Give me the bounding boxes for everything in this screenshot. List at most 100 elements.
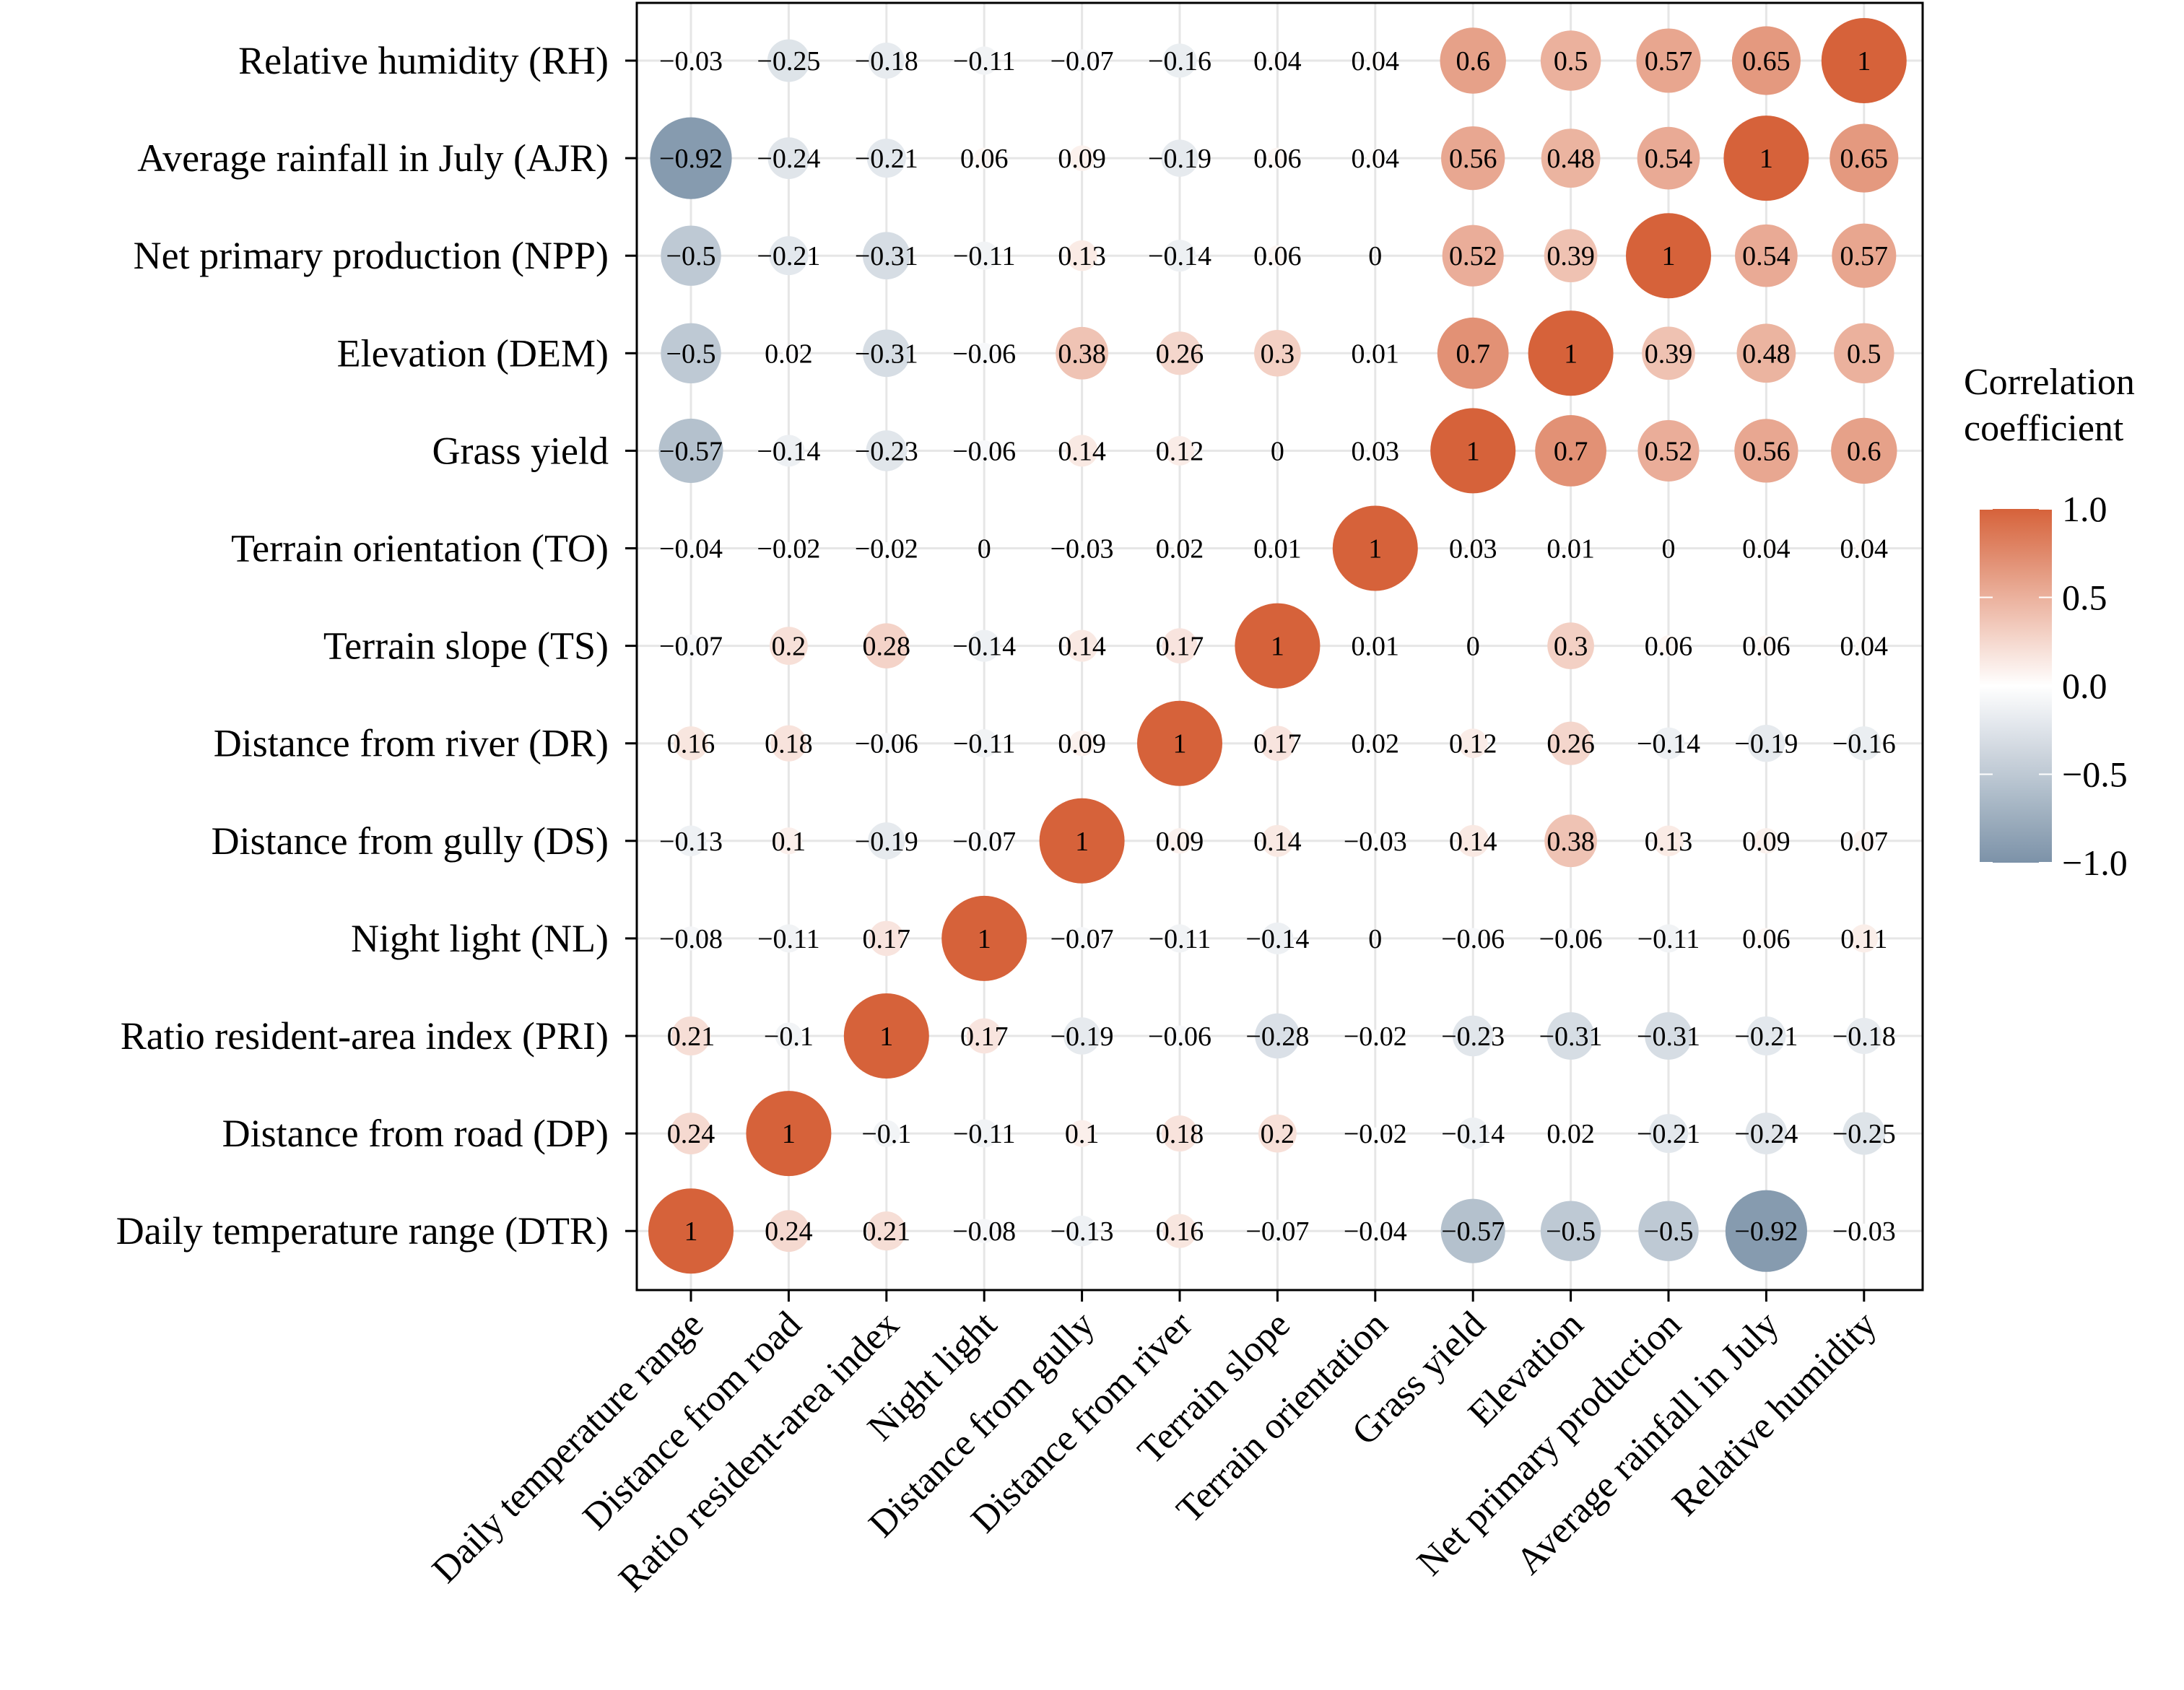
cell-value: 1 xyxy=(1271,632,1284,662)
correlation-circle xyxy=(1462,928,1484,949)
cell-value: −0.06 xyxy=(952,339,1016,369)
cell-value: 1 xyxy=(879,1022,893,1052)
correlation-circle xyxy=(1845,1017,1882,1055)
row-label: Distance from river (DR) xyxy=(214,722,609,765)
correlation-circle xyxy=(1652,727,1685,759)
cell-value: 0.02 xyxy=(1156,534,1204,565)
cell-value: 0.14 xyxy=(1449,827,1497,857)
cell-value: 0.26 xyxy=(1546,729,1595,759)
cell-value: −0.5 xyxy=(666,241,716,271)
row-label: Terrain orientation (TO) xyxy=(231,527,609,570)
cell-value: 0.04 xyxy=(1840,534,1889,565)
correlation-circle xyxy=(1540,30,1601,91)
cell-value: 0.65 xyxy=(1840,144,1889,174)
cell-value: −0.57 xyxy=(659,436,723,466)
correlation-circle xyxy=(1069,730,1095,757)
correlation-circle xyxy=(1847,726,1881,761)
cell-value: −0.21 xyxy=(855,144,918,174)
cell-value: −0.14 xyxy=(1245,924,1309,954)
cell-value: −0.02 xyxy=(757,534,820,565)
cell-value: 0.01 xyxy=(1546,534,1595,565)
correlation-circle xyxy=(1070,49,1094,72)
correlation-circle xyxy=(1437,317,1509,389)
correlation-circle xyxy=(1736,323,1796,383)
correlation-circle xyxy=(1162,628,1198,663)
correlation-circle xyxy=(866,139,906,178)
correlation-circle xyxy=(1167,828,1193,854)
correlation-circle xyxy=(1745,1112,1788,1155)
cell-value: 0.13 xyxy=(1645,827,1693,857)
cell-value: 0.26 xyxy=(1156,339,1204,369)
correlation-circle xyxy=(1565,1127,1577,1140)
correlation-circle xyxy=(1165,924,1194,953)
correlation-circle xyxy=(683,53,699,69)
cell-value: 0.17 xyxy=(1156,632,1204,662)
row-label: Terrain slope (TS) xyxy=(323,624,609,668)
correlation-circle xyxy=(970,46,999,75)
correlation-circle xyxy=(880,542,893,554)
cell-value: −0.11 xyxy=(953,1119,1016,1149)
cell-value: −0.11 xyxy=(953,46,1016,77)
cell-value: 0.52 xyxy=(1449,241,1497,271)
correlation-circle xyxy=(1723,116,1809,201)
y-ticks xyxy=(625,59,637,1232)
cell-value: 1 xyxy=(1075,827,1089,857)
correlation-circle xyxy=(1367,443,1383,458)
cell-value: −0.14 xyxy=(952,632,1016,662)
cell-value: −0.04 xyxy=(659,534,723,565)
correlation-circle xyxy=(1442,225,1504,287)
cell-value: −0.07 xyxy=(659,632,723,662)
cell-value: −0.13 xyxy=(659,827,723,857)
correlation-circle xyxy=(868,822,905,860)
correlation-circle xyxy=(973,147,995,169)
cell-value: 0.57 xyxy=(1645,46,1693,77)
cell-value: 0.5 xyxy=(1847,339,1881,369)
cell-value: −0.03 xyxy=(1050,534,1114,565)
correlation-circle xyxy=(970,729,999,758)
correlation-circle xyxy=(1834,323,1894,384)
cell-value: 1 xyxy=(1662,241,1676,271)
correlation-circle xyxy=(1441,126,1505,191)
cell-value: −0.25 xyxy=(757,46,820,77)
cell-value: −0.08 xyxy=(952,1216,1016,1247)
cell-value: 0.57 xyxy=(1840,241,1889,271)
correlation-circle xyxy=(1755,928,1777,949)
cell-value: −0.08 xyxy=(659,924,723,954)
cell-value: −0.1 xyxy=(764,1022,814,1052)
cell-value: −0.07 xyxy=(1245,1216,1309,1247)
cell-value: 0.18 xyxy=(1156,1119,1204,1149)
correlation-circle xyxy=(658,418,723,483)
cell-value: 0.3 xyxy=(1261,339,1295,369)
cell-value: 0.38 xyxy=(1546,827,1595,857)
cell-value: 0.06 xyxy=(1742,632,1791,662)
correlation-circle xyxy=(1367,1222,1384,1240)
correlation-circle xyxy=(1266,1219,1289,1242)
correlation-circle xyxy=(1546,1012,1595,1060)
correlation-circle xyxy=(1162,1214,1197,1248)
correlation-circle xyxy=(1039,798,1125,884)
correlation-circle xyxy=(671,1016,711,1056)
cell-value: 0.09 xyxy=(1156,827,1204,857)
cell-value: −0.11 xyxy=(1149,924,1211,954)
correlation-circle xyxy=(1157,331,1202,375)
cell-value: 0.38 xyxy=(1058,339,1106,369)
correlation-circle xyxy=(876,733,897,754)
correlation-circle xyxy=(1648,1114,1689,1154)
cell-value: −0.19 xyxy=(1050,1022,1114,1052)
correlation-circle xyxy=(1266,147,1288,169)
correlation-circle xyxy=(775,827,803,855)
cell-value: −0.23 xyxy=(1441,1022,1505,1052)
cell-value: 0 xyxy=(1271,436,1284,466)
correlation-circle xyxy=(1069,145,1095,171)
cell-value: 0.03 xyxy=(1449,534,1497,565)
correlation-circle xyxy=(1734,419,1798,483)
cell-value: 0 xyxy=(1368,924,1382,954)
cell-value: 0.01 xyxy=(1253,534,1302,565)
cell-value: 0.24 xyxy=(765,1216,813,1247)
correlation-circle xyxy=(767,1210,810,1253)
cell-value: 0 xyxy=(1662,534,1676,565)
cell-value: 1 xyxy=(1857,46,1871,77)
cell-value: −0.25 xyxy=(1832,1119,1896,1149)
cell-value: −0.04 xyxy=(1344,1216,1407,1247)
cell-value: −0.07 xyxy=(952,827,1016,857)
